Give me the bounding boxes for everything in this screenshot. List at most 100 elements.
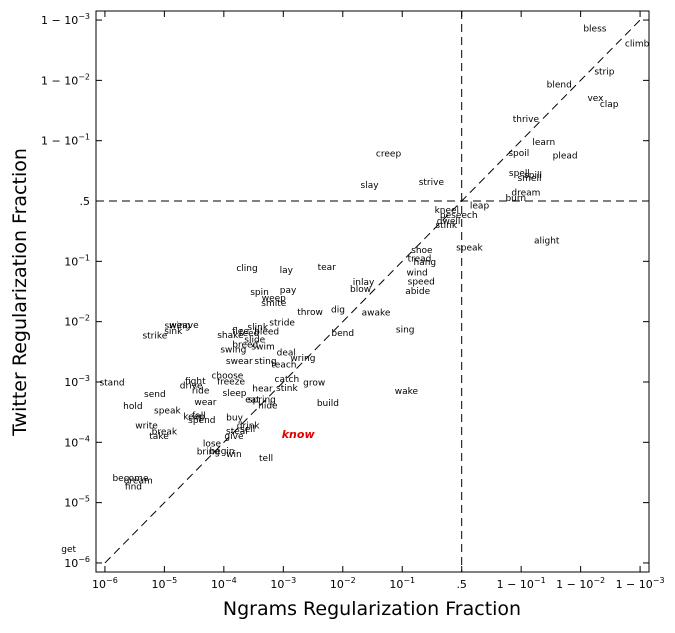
- verb-label: smite: [261, 299, 286, 309]
- verb-label: send: [144, 390, 166, 400]
- verb-label: wring: [290, 354, 315, 364]
- verb-label: sink: [164, 327, 183, 337]
- verb-label: spring: [248, 396, 276, 406]
- y-tick-label: 1 − 10−2: [41, 72, 90, 87]
- verb-label: catch: [275, 375, 300, 385]
- verb-label: speak: [154, 406, 181, 416]
- verb-label: wind: [406, 268, 427, 278]
- verb-label: ride: [192, 387, 210, 397]
- verb-label: flee: [232, 327, 249, 337]
- diagonal-reference-line: [104, 19, 641, 564]
- verb-label: hide: [258, 402, 278, 412]
- verb-label: slide: [244, 335, 265, 345]
- y-tick-label: 10−4: [64, 434, 90, 449]
- verb-label: sell: [240, 425, 255, 435]
- x-tick-label: 10−5: [151, 576, 177, 591]
- y-tick-label: 1 − 10−3: [41, 12, 90, 27]
- verb-label: plead: [553, 151, 578, 161]
- verb-label: climb: [625, 40, 650, 50]
- verb-label: dream: [124, 476, 153, 486]
- verb-label: beseech: [440, 211, 478, 221]
- y-tick-label: 10−1: [64, 253, 90, 268]
- verb-label: burn: [505, 194, 526, 204]
- verb-label: stink: [435, 221, 457, 231]
- y-tick-label: 10−5: [64, 495, 90, 510]
- verb-label: inlay: [353, 278, 375, 288]
- verb-label: bring: [197, 447, 220, 457]
- verb-label: weave: [169, 321, 199, 331]
- verb-label: kneel: [435, 206, 460, 216]
- verb-label: slay: [361, 181, 380, 191]
- x-tick-label: 10−1: [389, 576, 415, 591]
- verb-label: steal: [226, 427, 248, 437]
- verb-label: sting: [254, 357, 276, 367]
- x-tick-label: .5: [456, 578, 467, 591]
- verb-label: abide: [405, 287, 430, 297]
- verb-label: dig: [331, 306, 345, 316]
- verb-label: build: [317, 399, 339, 409]
- verb-label: feed: [239, 329, 259, 339]
- x-tick-label: 10−2: [330, 576, 356, 591]
- verb-label: speed: [408, 277, 435, 287]
- verb-label: spoil: [508, 149, 529, 159]
- verb-label: swing: [164, 321, 190, 331]
- verb-label: strike: [142, 332, 167, 342]
- verb-label: blow: [350, 285, 371, 295]
- verb-label: hear: [252, 385, 273, 395]
- verb-label: begin: [209, 447, 234, 457]
- verb-label: hold: [123, 402, 142, 412]
- verb-label: weep: [262, 294, 286, 304]
- highlighted-verb-label: know: [282, 428, 316, 441]
- verb-label: take: [149, 432, 169, 442]
- x-tick-label: 10−6: [92, 576, 118, 591]
- verb-label: choose: [211, 371, 243, 381]
- verb-label: deal: [277, 349, 296, 359]
- verb-label: get: [61, 545, 76, 555]
- verb-label: grow: [303, 379, 325, 389]
- verb-label: cling: [236, 264, 257, 274]
- verb-label: swing: [220, 346, 246, 356]
- verb-label: bend: [331, 329, 354, 339]
- verb-label: blend: [547, 81, 572, 91]
- verb-label: thrive: [513, 115, 540, 125]
- verb-label: stink: [276, 384, 298, 394]
- x-tick-label: 1 − 10−2: [556, 576, 605, 591]
- verb-label: spill: [524, 171, 542, 181]
- verb-label: slink: [247, 323, 268, 333]
- verb-label: shoe: [411, 246, 433, 256]
- verb-label: sing: [396, 326, 415, 336]
- verb-label: swim: [251, 342, 274, 352]
- y-tick-label: 10−6: [64, 555, 90, 570]
- verb-label: buy: [226, 414, 243, 424]
- y-tick-label: 10−3: [64, 374, 90, 389]
- verb-label: speak: [456, 244, 483, 254]
- x-tick-label: 1 − 10−1: [497, 576, 546, 591]
- verb-label: creep: [376, 149, 402, 159]
- verb-label: drink: [237, 422, 261, 432]
- verb-label: eat: [245, 396, 260, 406]
- verb-label: alight: [534, 236, 560, 246]
- verb-label: breed: [232, 341, 258, 351]
- verb-label: clap: [600, 100, 619, 110]
- x-tick-label: 10−3: [270, 576, 296, 591]
- verb-label: bless: [583, 25, 606, 35]
- verb-label: hang: [414, 258, 437, 268]
- verb-label: find: [125, 482, 142, 492]
- verb-label: wake: [395, 387, 419, 397]
- axis-ticks: 10−610−6 10−5 10−5 10−4 10−4 10−3 10−3 10−2 10−2…: [41, 11, 665, 591]
- x-tick-label: 10−4: [211, 576, 237, 591]
- verb-label: sleep: [223, 389, 247, 399]
- verb-label: leap: [470, 201, 490, 211]
- verb-label: give: [224, 432, 244, 442]
- x-tick-label: 1 − 10−3: [616, 576, 665, 591]
- verb-label: fall: [192, 411, 206, 421]
- y-tick-label: .5: [80, 195, 91, 208]
- verb-label: spend: [188, 416, 215, 426]
- verb-label: awake: [362, 309, 391, 319]
- verb-label: lay: [280, 266, 294, 276]
- verb-label: tread: [408, 254, 432, 264]
- verb-label: win: [226, 450, 242, 460]
- verb-label: learn: [532, 138, 555, 148]
- verb-label: shake: [217, 331, 244, 341]
